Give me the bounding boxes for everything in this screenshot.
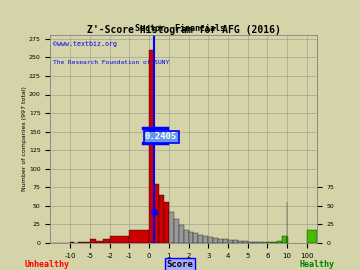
Bar [154,184,159,243]
Y-axis label: Number of companies (997 total): Number of companies (997 total) [22,87,27,191]
Bar [169,212,174,243]
Bar [228,240,233,243]
Bar [218,239,223,243]
Bar [262,242,267,243]
Bar [208,237,213,243]
Bar [149,50,154,243]
Bar [103,239,109,243]
Bar [82,242,86,243]
Bar [179,225,184,243]
Bar [70,242,74,243]
Bar [277,241,282,243]
Bar [243,241,248,243]
Bar [159,195,164,243]
Bar [253,242,258,243]
Bar [203,236,208,243]
Bar [248,242,253,243]
Bar [129,230,149,243]
Bar [189,232,193,243]
Text: The Research Foundation of SUNY: The Research Foundation of SUNY [53,60,169,65]
Bar [282,235,287,243]
Bar [258,242,262,243]
Bar [213,238,218,243]
Text: Unhealthy: Unhealthy [24,260,69,269]
Bar [307,230,317,243]
Bar [109,235,129,243]
Bar [86,242,90,243]
Bar [233,240,238,243]
Bar [193,233,198,243]
Bar [164,202,169,243]
Bar [96,241,103,243]
Bar [273,242,277,243]
Text: Score: Score [167,260,193,269]
Bar [90,239,96,243]
Bar [223,239,228,243]
Bar [184,230,189,243]
Bar [78,242,82,243]
Bar [238,241,243,243]
Bar [267,242,273,243]
Text: ©www.textbiz.org: ©www.textbiz.org [53,41,117,47]
Bar [198,235,203,243]
Text: Sector: Financials: Sector: Financials [135,24,225,33]
Text: Healthy: Healthy [299,260,334,269]
Bar [174,219,179,243]
Text: 0.2405: 0.2405 [145,132,177,141]
Title: Z'-Score Histogram for AFG (2016): Z'-Score Histogram for AFG (2016) [87,25,280,35]
